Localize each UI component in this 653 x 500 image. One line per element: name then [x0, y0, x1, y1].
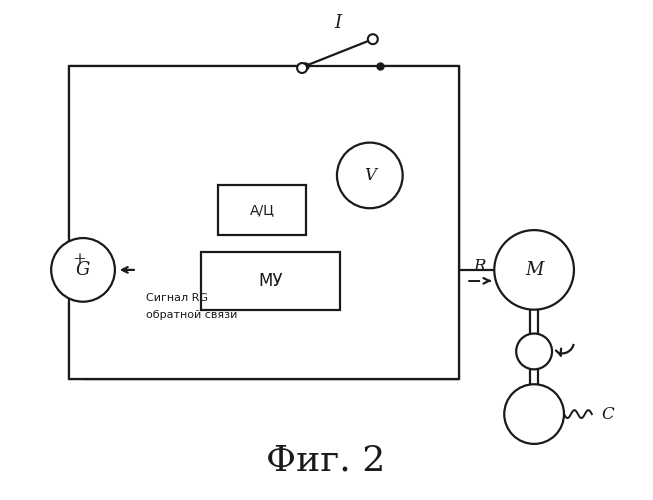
Bar	[69, 66, 460, 380]
Circle shape	[504, 384, 564, 444]
Circle shape	[297, 63, 307, 73]
Text: I: I	[334, 14, 342, 32]
Circle shape	[51, 238, 115, 302]
Text: C: C	[602, 406, 614, 422]
Text: +: +	[72, 252, 86, 268]
Text: M: M	[525, 261, 543, 279]
Text: МУ: МУ	[258, 272, 283, 290]
Bar	[200, 252, 340, 310]
Text: Фиг. 2: Фиг. 2	[266, 444, 386, 478]
Text: обратной связи: обратной связи	[146, 310, 237, 320]
Text: R: R	[473, 258, 486, 276]
Circle shape	[337, 142, 403, 208]
Text: V: V	[364, 167, 376, 184]
Text: Сигнал RG: Сигнал RG	[146, 292, 208, 302]
Text: А/Ц: А/Ц	[250, 203, 275, 217]
Bar	[219, 186, 306, 235]
Circle shape	[368, 34, 378, 44]
Text: G: G	[76, 261, 90, 279]
Circle shape	[494, 230, 574, 310]
Circle shape	[516, 334, 552, 370]
